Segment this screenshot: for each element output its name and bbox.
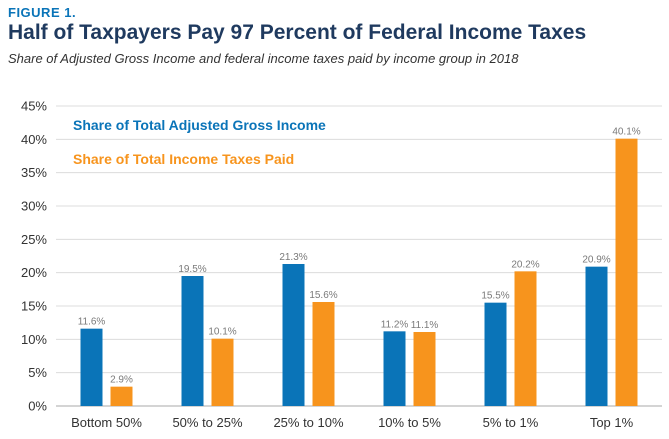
tax-bar bbox=[312, 302, 335, 406]
data-label: 19.5% bbox=[178, 264, 206, 275]
agi-bar bbox=[585, 266, 608, 406]
figure-label: FIGURE 1. bbox=[8, 5, 77, 20]
data-label: 15.5% bbox=[481, 291, 509, 302]
y-tick-label: 40% bbox=[21, 132, 47, 147]
tax-bar bbox=[110, 386, 133, 406]
category-label: Top 1% bbox=[590, 415, 634, 430]
tax-bar bbox=[211, 338, 234, 406]
y-tick-label: 35% bbox=[21, 165, 47, 180]
category-label: 25% to 10% bbox=[273, 415, 344, 430]
y-tick-label: 15% bbox=[21, 299, 47, 314]
data-label: 20.9% bbox=[582, 255, 610, 266]
y-tick-label: 25% bbox=[21, 232, 47, 247]
legend-agi: Share of Total Adjusted Gross Income bbox=[73, 117, 326, 133]
data-label: 2.9% bbox=[110, 375, 133, 386]
category-label: Bottom 50% bbox=[71, 415, 142, 430]
data-label: 21.3% bbox=[279, 252, 307, 263]
data-label: 11.6% bbox=[78, 317, 106, 328]
y-tick-label: 45% bbox=[21, 99, 47, 114]
agi-bar bbox=[484, 302, 507, 406]
agi-bar bbox=[181, 276, 204, 406]
y-tick-label: 20% bbox=[21, 265, 47, 280]
agi-bar bbox=[282, 264, 305, 406]
legend: Share of Total Adjusted Gross Income Shar… bbox=[73, 117, 326, 167]
chart-title: Half of Taxpayers Pay 97 Percent of Fede… bbox=[8, 21, 587, 44]
tax-bar bbox=[514, 271, 537, 406]
tax-bar bbox=[615, 138, 638, 406]
legend-tax: Share of Total Income Taxes Paid bbox=[73, 151, 294, 167]
x-axis-categories: Bottom 50% 50% to 25% 25% to 10% 10% to 5% 5… bbox=[71, 415, 634, 430]
gridlines bbox=[56, 105, 662, 407]
category-label: 10% to 5% bbox=[378, 415, 441, 430]
y-tick-label: 0% bbox=[28, 399, 47, 414]
category-label: 5% to 1% bbox=[483, 415, 539, 430]
data-labels: 11.6% 2.9% 19.5% 10.1% 21.3% 15.6% 11.2% 11.1% 1… bbox=[78, 127, 641, 386]
data-label: 11.2% bbox=[381, 319, 409, 330]
data-label: 10.1% bbox=[208, 327, 236, 338]
agi-bar bbox=[383, 331, 406, 406]
agi-bar bbox=[80, 328, 103, 406]
y-axis-ticks: 0% 5% 10% 15% 20% 25% 30% 35% 40% 45% bbox=[21, 99, 47, 414]
data-label: 40.1% bbox=[612, 127, 640, 138]
data-label: 20.2% bbox=[511, 259, 539, 270]
y-tick-label: 10% bbox=[21, 332, 47, 347]
tax-bar bbox=[413, 332, 436, 406]
chart-subtitle: Share of Adjusted Gross Income and feder… bbox=[8, 51, 519, 66]
bars bbox=[80, 138, 638, 406]
data-label: 15.6% bbox=[309, 290, 337, 301]
data-label: 11.1% bbox=[411, 320, 439, 331]
y-tick-label: 30% bbox=[21, 199, 47, 214]
category-label: 50% to 25% bbox=[172, 415, 243, 430]
y-tick-label: 5% bbox=[28, 365, 47, 380]
